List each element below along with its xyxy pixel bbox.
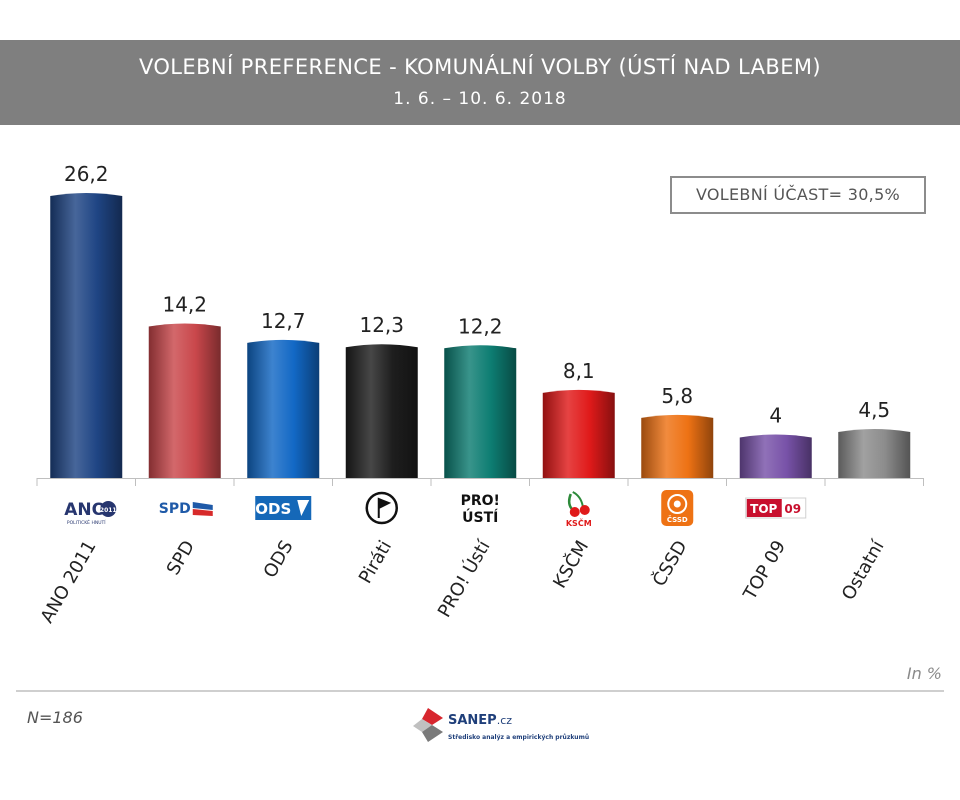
bar-7 — [739, 434, 812, 478]
value-label-3: 12,3 — [359, 313, 404, 337]
sanep-logo: SANEP.cz Středisko analýz a empirických … — [410, 706, 589, 746]
cssd-logo: ČSSD — [661, 490, 694, 526]
pirati-logo — [365, 491, 398, 525]
bar-8 — [838, 429, 911, 478]
svg-text:ODS: ODS — [255, 500, 291, 518]
pro-usti-logo: PRO!ÚSTÍ — [461, 493, 500, 526]
svg-text:TOP: TOP — [750, 502, 777, 516]
turnout-box: VOLEBNÍ ÚČAST= 30,5% — [670, 176, 926, 214]
category-label-1: SPD — [163, 537, 199, 579]
svg-text:SPD: SPD — [159, 501, 191, 517]
bar-0 — [50, 193, 123, 478]
category-label-2: ODS — [260, 537, 298, 582]
sanep-mark-icon — [413, 708, 443, 742]
value-label-8: 4,5 — [858, 398, 890, 422]
footer-divider — [16, 690, 944, 692]
value-label-4: 12,2 — [458, 314, 503, 338]
category-label-8: Ostatní — [838, 536, 889, 604]
svg-text:POLITICKÉ HNUTÍ: POLITICKÉ HNUTÍ — [67, 518, 106, 526]
bar-1 — [148, 323, 221, 478]
svg-text:09: 09 — [784, 502, 801, 516]
svg-text:ČSSD: ČSSD — [667, 515, 688, 524]
top09-logo: TOP 09 — [745, 497, 807, 519]
svg-text:2011: 2011 — [100, 507, 117, 514]
value-label-7: 4 — [769, 403, 782, 427]
svg-text:ANO: ANO — [64, 500, 106, 520]
sample-size: N=186 — [27, 708, 83, 727]
chart-title: VOLEBNÍ PREFERENCE - KOMUNÁLNÍ VOLBY (ÚS… — [138, 55, 821, 79]
value-label-2: 12,7 — [261, 309, 306, 333]
value-label-5: 8,1 — [563, 359, 595, 383]
sanep-tagline: Středisko analýz a empirických průzkumů — [448, 734, 590, 741]
chart-subtitle: 1. 6. – 10. 6. 2018 — [393, 89, 567, 109]
sanep-name: SANEP.cz — [448, 713, 513, 728]
svg-text:KSČM: KSČM — [566, 517, 592, 528]
bar-2 — [247, 339, 320, 478]
svg-text:ÚSTÍ: ÚSTÍ — [462, 508, 498, 526]
category-label-0: ANO 2011 — [37, 537, 101, 627]
category-label-3: Piráti — [355, 537, 396, 587]
category-label-7: TOP 09 — [739, 537, 790, 604]
bar-5 — [542, 389, 615, 478]
bar-3 — [345, 344, 418, 478]
unit-label: In % — [906, 664, 942, 683]
value-label-6: 5,8 — [661, 384, 693, 408]
category-label-5: KSČM — [548, 537, 593, 592]
spd-logo: SPD — [159, 501, 213, 517]
category-label-4: PRO! Ústí — [433, 536, 495, 622]
value-label-1: 14,2 — [162, 293, 207, 317]
value-label-0: 26,2 — [64, 162, 109, 186]
category-label-6: ČSSD — [648, 537, 692, 591]
chart-header: VOLEBNÍ PREFERENCE - KOMUNÁLNÍ VOLBY (ÚS… — [0, 40, 960, 125]
ods-logo: ODS — [255, 496, 312, 520]
svg-text:PRO!: PRO! — [461, 493, 500, 509]
kscm-logo: KSČM — [566, 491, 592, 528]
bar-6 — [641, 414, 714, 478]
bar-4 — [444, 345, 517, 478]
